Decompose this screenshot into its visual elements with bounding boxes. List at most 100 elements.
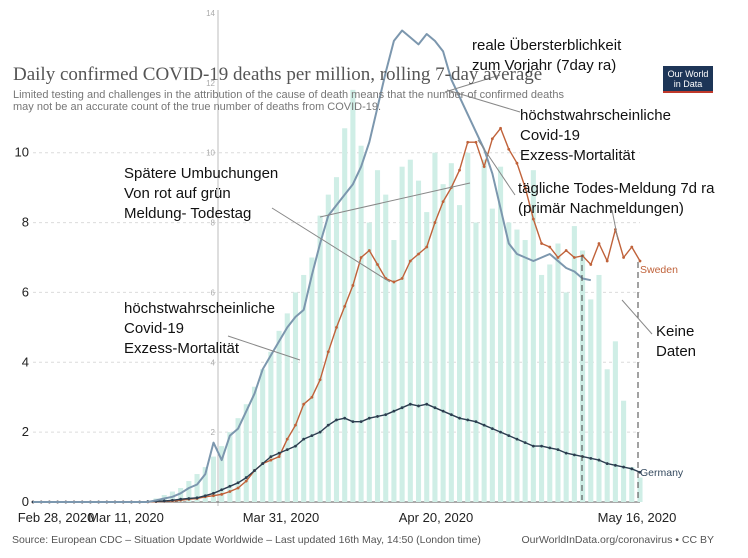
data-point (630, 467, 634, 471)
data-point (392, 409, 396, 413)
data-point (449, 413, 453, 417)
chart-subtitle-line-1: may not be an accurate count of the true… (13, 101, 381, 113)
bar (317, 215, 323, 503)
data-point (277, 451, 281, 455)
bar (374, 170, 381, 502)
data-point (548, 245, 552, 249)
data-point (220, 488, 224, 492)
bar (547, 264, 553, 502)
data-point (507, 434, 511, 438)
annotation-0-line-1: zum Vorjahr (7day ra) (472, 57, 616, 74)
data-point (203, 494, 207, 498)
data-point (261, 462, 265, 465)
secondary-tick-label-10: 10 (206, 149, 215, 158)
data-point (556, 256, 560, 259)
data-point (367, 249, 371, 252)
chart-title: Daily confirmed COVID-19 deaths per mill… (13, 64, 542, 85)
credit-note: OurWorldInData.org/coronavirus • CC BY (521, 534, 714, 546)
data-point (244, 476, 248, 479)
bar (407, 159, 413, 502)
data-point (622, 465, 625, 469)
series-line-2 (33, 29, 592, 503)
bar (219, 446, 225, 502)
data-point (326, 350, 330, 354)
data-point (392, 280, 396, 284)
data-point (408, 259, 412, 263)
data-point (294, 444, 297, 448)
secondary-tick-label-14: 14 (206, 9, 215, 18)
bar (284, 313, 290, 502)
bar (473, 222, 479, 503)
data-point (638, 259, 642, 263)
bar (186, 481, 192, 502)
data-point (572, 453, 576, 457)
data-point (335, 418, 338, 422)
data-point (302, 402, 306, 406)
series-end-label-0: Sweden (640, 264, 678, 276)
data-point (433, 406, 437, 410)
bar (210, 456, 217, 502)
bar (301, 274, 307, 502)
bar (276, 330, 282, 502)
bar (604, 369, 610, 502)
data-point (310, 434, 314, 438)
data-point (589, 263, 593, 266)
secondary-tick-label-6: 6 (211, 288, 216, 297)
bar (580, 250, 586, 502)
bar (415, 180, 422, 502)
annotation-1-line-2: Exzess-Mortalität (520, 147, 636, 164)
y-tick-label-10: 10 (15, 145, 29, 160)
data-point (417, 252, 420, 256)
data-point (343, 416, 347, 420)
data-point (236, 481, 240, 485)
data-point (458, 416, 461, 420)
bar (629, 467, 635, 502)
bar (260, 369, 266, 502)
annotation-pointer-1 (446, 89, 521, 113)
secondary-tick-label-2: 2 (211, 428, 216, 437)
data-point (474, 140, 478, 144)
bar (596, 274, 602, 502)
annotation-1-line-0: höchstwahrscheinliche (520, 107, 671, 124)
data-point (269, 458, 273, 462)
data-point (400, 406, 404, 410)
data-point (318, 430, 322, 434)
bar (571, 226, 577, 503)
data-point (548, 446, 552, 450)
data-point (490, 137, 494, 141)
data-point (564, 451, 568, 455)
annotation-5-line-1: Daten (656, 343, 696, 360)
annotation-2-line-1: Von rot auf grün (124, 185, 231, 202)
data-point (523, 186, 527, 190)
bar (358, 145, 364, 502)
data-point (318, 378, 322, 382)
data-point (499, 126, 502, 130)
bars (153, 89, 643, 503)
x-tick-label-0: Feb 28, 2020 (18, 510, 95, 525)
data-point (482, 423, 486, 427)
bar (481, 159, 487, 502)
data-point (162, 499, 166, 503)
bar (383, 194, 389, 502)
data-point (507, 147, 511, 151)
y-tick-label-0: 0 (22, 494, 29, 509)
annotation-1-line-1: Covid-19 (520, 127, 580, 144)
series-end-label-1: Germany (640, 467, 684, 479)
data-point (441, 200, 445, 204)
annotation-2-line-2: Meldung- Todestag (124, 205, 251, 222)
data-point (515, 437, 519, 441)
annotation-2-line-0: Spätere Umbuchungen (124, 165, 278, 182)
data-point (367, 416, 371, 420)
bar (235, 418, 241, 502)
owid-logo-text-1: in Data (674, 79, 703, 89)
texts: 0 2 4 6 8 10 2 4 6 8 10 12 14 Daily confirmed COVID-1… (12, 9, 715, 546)
bar (440, 184, 446, 502)
data-point (515, 161, 519, 165)
bar (227, 432, 233, 502)
bar (489, 208, 495, 502)
data-point (540, 444, 543, 448)
bar (506, 222, 512, 503)
data-point (490, 427, 494, 431)
data-point (171, 498, 174, 502)
bar (588, 299, 594, 502)
